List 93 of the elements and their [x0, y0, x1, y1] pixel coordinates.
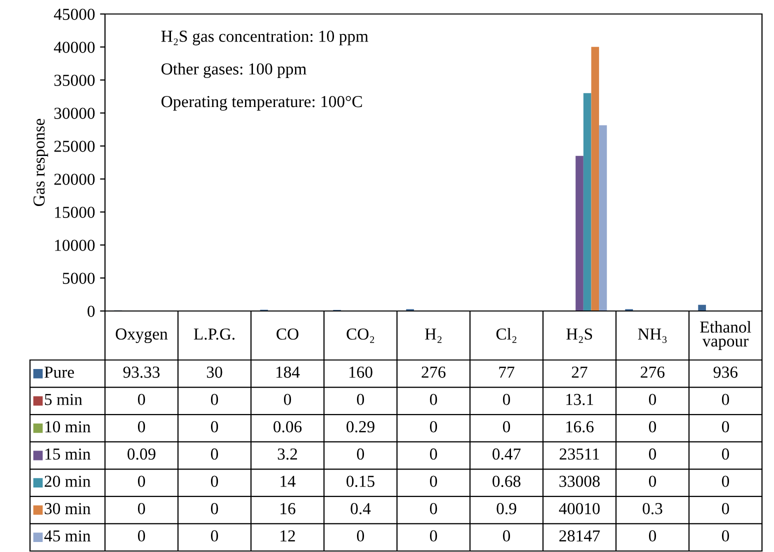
- data-label: 276: [640, 366, 665, 378]
- data-label: 0: [138, 476, 146, 487]
- data-label: 0.68: [492, 476, 520, 488]
- data-label: 0.09: [128, 448, 156, 460]
- data-label: 184: [276, 366, 300, 378]
- y-tick-label: 45000: [54, 8, 95, 20]
- y-tick-label: 15000: [55, 206, 95, 218]
- y-axis-title: Gas response: [33, 118, 48, 206]
- data-label: 0: [722, 448, 730, 460]
- data-label: 0: [284, 394, 292, 406]
- data-label: 0: [430, 502, 438, 514]
- data-label: 0: [210, 502, 218, 514]
- data-label: 30: [206, 366, 222, 378]
- data-label: 0: [430, 530, 438, 542]
- x-tick-label: H₂: [425, 328, 442, 343]
- data-label: 93.33: [123, 366, 160, 378]
- data-label: 0: [430, 448, 438, 460]
- data-label: 0: [138, 394, 146, 406]
- data-label: 40010: [558, 502, 600, 514]
- data-label: 23511: [560, 448, 600, 460]
- x-tick-label: CO₂: [346, 328, 374, 343]
- x-tick-label: Cl₂: [496, 328, 516, 343]
- data-label: 0: [356, 448, 364, 460]
- data-label: 0: [722, 394, 730, 406]
- data-label: 160: [349, 366, 372, 378]
- legend-label: 10 min: [45, 421, 91, 432]
- x-tick-label: CO: [276, 328, 298, 340]
- data-label: 0: [648, 448, 656, 460]
- data-label: 276: [422, 366, 446, 378]
- data-label: 0: [138, 421, 146, 432]
- data-label: 0: [210, 476, 218, 487]
- data-label: 0: [210, 421, 218, 432]
- x-tick-label: H₂S: [566, 328, 592, 343]
- x-tick-label: Ethanol vapour: [700, 320, 752, 350]
- legend-label: 15 min: [45, 448, 91, 460]
- data-label: 0: [648, 530, 656, 542]
- data-label: 28147: [559, 530, 600, 542]
- data-label: 13.1: [566, 394, 594, 406]
- legend-label: 20 min: [44, 476, 91, 487]
- data-label: 0: [722, 530, 730, 542]
- data-label: 0.47: [492, 448, 521, 460]
- data-label: 0.29: [346, 421, 374, 432]
- data-label: 0.9: [496, 502, 516, 514]
- data-label: 0: [210, 448, 218, 460]
- data-label: 0: [138, 502, 146, 514]
- data-label: 77: [499, 366, 514, 378]
- x-tick-label: NH₃: [638, 328, 667, 343]
- y-tick-label: 10000: [55, 240, 95, 251]
- data-label: 33008: [559, 476, 600, 487]
- data-label: 0: [210, 394, 218, 406]
- data-label: 0: [722, 476, 730, 487]
- legend-label: 5 min: [44, 394, 82, 406]
- annotation: Other gases: 100 ppm: [162, 62, 306, 78]
- data-label: 0: [356, 530, 364, 542]
- y-tick-label: 20000: [54, 174, 95, 185]
- legend-label: 45 min: [44, 530, 91, 542]
- data-label: 0: [502, 394, 510, 406]
- x-tick-label: Oxygen: [116, 328, 168, 344]
- y-tick-label: 30000: [54, 108, 95, 119]
- data-label: 0: [430, 476, 438, 487]
- data-label: 12: [280, 530, 295, 542]
- data-label: 0.15: [346, 476, 374, 488]
- data-label: 0: [138, 530, 146, 542]
- legend-label: Pure: [44, 366, 74, 378]
- data-label: 3.2: [278, 448, 297, 460]
- data-label: 0: [356, 394, 364, 406]
- y-tick-label: 40000: [54, 42, 95, 53]
- annotation: H₂S gas concentration: 10 ppm: [161, 30, 368, 46]
- data-label: 0: [722, 502, 730, 514]
- data-label: 0: [648, 476, 656, 487]
- data-label: 0: [648, 394, 656, 406]
- data-label: 0.06: [274, 421, 302, 432]
- data-label: 16: [280, 503, 296, 514]
- y-tick-label: 25000: [54, 140, 95, 152]
- data-label: 0: [648, 421, 656, 432]
- data-label: 0: [502, 421, 510, 432]
- y-tick-label: 0: [88, 306, 95, 317]
- data-label: 14: [280, 476, 296, 487]
- data-label: 936: [714, 366, 738, 378]
- data-label: 0.4: [350, 502, 371, 514]
- data-label: 0: [430, 394, 438, 406]
- annotation: Operating temperature: 100°C: [162, 96, 362, 111]
- data-label: 0: [210, 530, 218, 542]
- data-label: 27: [572, 366, 588, 378]
- x-tick-label: L.P.G.: [194, 328, 234, 340]
- y-tick-label: 35000: [54, 74, 95, 86]
- data-label: 0: [502, 530, 510, 542]
- data-label: 16.6: [566, 421, 594, 432]
- data-label: 0.3: [642, 502, 662, 514]
- data-label: 0: [430, 421, 438, 432]
- y-tick-label: 5000: [62, 272, 95, 284]
- legend-label: 30 min: [44, 502, 91, 514]
- data-label: 0: [722, 421, 730, 432]
